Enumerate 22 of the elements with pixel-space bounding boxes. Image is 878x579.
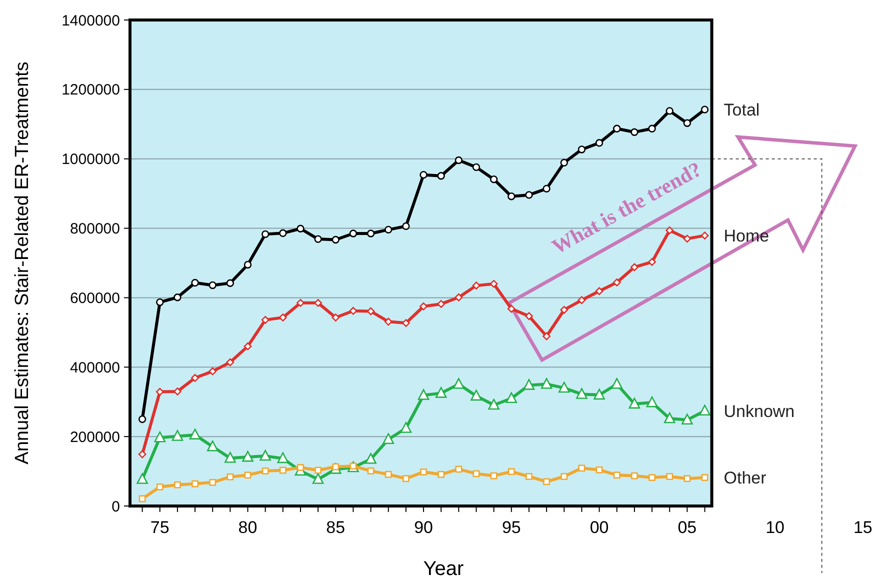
x-tick-label: 95 bbox=[502, 518, 521, 537]
x-tick-label: 10 bbox=[766, 518, 785, 537]
y-tick-label: 400000 bbox=[70, 359, 120, 376]
series-label: Total bbox=[724, 100, 760, 120]
x-tick-label: 05 bbox=[678, 518, 697, 537]
x-tick-label: 80 bbox=[238, 518, 258, 537]
y-tick-label: 800000 bbox=[70, 220, 120, 238]
series-label: Other bbox=[724, 468, 767, 488]
x-tick-label: 75 bbox=[150, 518, 170, 537]
x-tick-label: 00 bbox=[590, 518, 609, 537]
y-tick-label: 1000000 bbox=[62, 151, 120, 168]
y-axis-title: Annual Estimates: Stair-Related ER-Treatments bbox=[12, 62, 33, 464]
y-tick-label: 1200000 bbox=[62, 82, 120, 99]
x-axis-title: Year bbox=[423, 558, 464, 579]
y-tick-label: 200000 bbox=[70, 428, 120, 446]
y-tick-label: 600000 bbox=[70, 290, 120, 307]
series-label: Unknown bbox=[724, 402, 795, 421]
x-tick-label: 90 bbox=[414, 518, 433, 537]
y-tick-label: 1400000 bbox=[62, 12, 120, 30]
y-tick-label: 0 bbox=[112, 498, 120, 516]
x-tick-label: 15 bbox=[853, 518, 872, 537]
x-tick-label: 85 bbox=[326, 518, 346, 537]
